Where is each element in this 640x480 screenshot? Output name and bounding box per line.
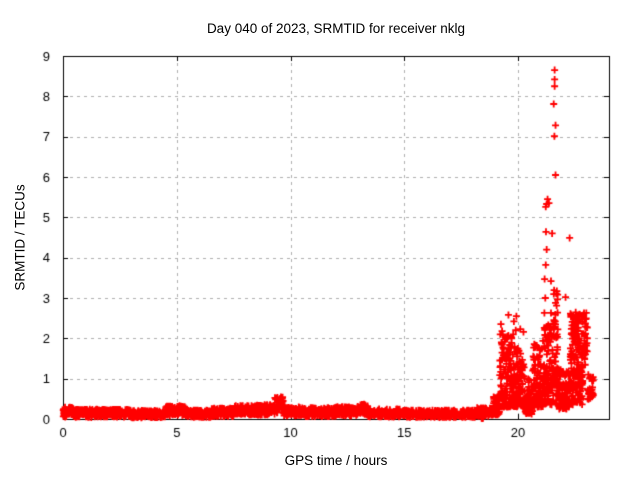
x-axis-label: GPS time / hours xyxy=(284,453,388,468)
y-axis-label: SRMTID / TECUs xyxy=(12,184,28,291)
chart-title: Day 040 of 2023, SRMTID for receiver nkl… xyxy=(206,21,466,36)
